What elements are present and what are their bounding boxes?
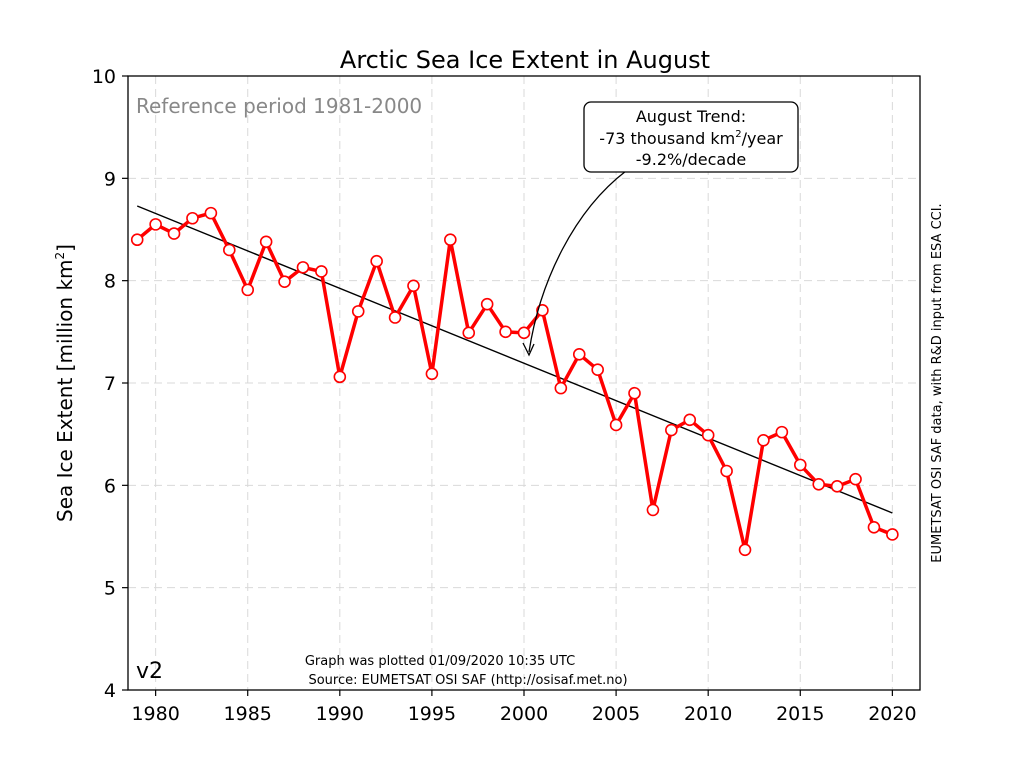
data-point: [793, 458, 807, 472]
plotted-note: Graph was plotted 01/09/2020 10:35 UTC: [305, 654, 575, 669]
data-point: [241, 283, 255, 297]
x-tick-label: 1980: [131, 703, 179, 725]
data-point: [407, 279, 420, 293]
data-point: [223, 243, 236, 257]
y-tick-label: 8: [104, 271, 116, 293]
y-axis-label: Sea Ice Extent [million km2]: [53, 244, 77, 522]
trend-line1: August Trend:: [636, 107, 746, 126]
series-layer: [130, 206, 899, 557]
data-point: [204, 206, 218, 220]
data-point: [351, 305, 365, 318]
gridlines: [128, 76, 920, 690]
data-point: [867, 520, 881, 534]
trend-layer: [136, 205, 893, 514]
data-point: [130, 233, 144, 247]
x-tick-label: 1985: [224, 703, 272, 725]
data-point: [370, 254, 383, 268]
data-point: [425, 367, 439, 381]
data-point: [628, 386, 641, 400]
data-point: [149, 218, 162, 231]
data-point: [720, 464, 733, 478]
data-point: [830, 480, 844, 493]
x-tick-label: 2010: [684, 703, 732, 725]
y-tick-label: 10: [92, 66, 116, 88]
plot-area: 1980 1985 1990 1995 2000 2005 2010 2015 2020 4 5 6…: [92, 66, 921, 725]
data-point: [480, 297, 494, 311]
trend-box: [583, 101, 799, 173]
x-tick-label: 1990: [316, 703, 364, 725]
data-point: [259, 235, 273, 249]
trend-line3: -9.2%/decade: [636, 150, 746, 169]
data-point: [186, 211, 199, 225]
x-tick-label: 2000: [500, 703, 548, 725]
x-tick-label: 1995: [408, 703, 456, 725]
trend-annotation: August Trend: -73 thousand km2/year -9.2…: [522, 101, 799, 357]
data-point: [444, 233, 457, 247]
x-tick-label: 2020: [868, 703, 916, 725]
x-tick-label: 2015: [776, 703, 824, 725]
y-axis-ticks: 4 5 6 7 8 9 10: [92, 66, 128, 702]
data-point: [554, 381, 568, 395]
reference-period-note: Reference period 1981-2000: [136, 94, 422, 118]
y-tick-label: 7: [104, 373, 116, 395]
data-point: [536, 304, 549, 317]
data-point: [315, 265, 328, 278]
data-point: [167, 227, 181, 240]
data-point: [757, 434, 770, 447]
data-point: [388, 311, 402, 324]
trend-line: [136, 205, 893, 514]
data-point: [499, 325, 512, 339]
data-point: [701, 428, 715, 442]
data-point: [886, 528, 899, 541]
data-point: [646, 503, 660, 517]
data-point: [683, 413, 697, 427]
data-point: [333, 370, 347, 384]
y-tick-label: 4: [104, 680, 116, 702]
data-point: [591, 363, 604, 376]
source-note: Source: EUMETSAT OSI SAF (http://osisaf.…: [308, 673, 627, 688]
data-point: [278, 275, 291, 288]
trend-arrow: [528, 170, 627, 353]
version-label: v2: [136, 659, 163, 684]
data-point: [738, 543, 752, 557]
data-point: [849, 472, 862, 486]
trend-line2: -73 thousand km2/year: [599, 129, 783, 148]
data-point: [517, 326, 531, 340]
y-tick-label: 9: [104, 168, 116, 190]
x-axis-ticks: 1980 1985 1990 1995 2000 2005 2010 2015 2020: [131, 690, 917, 725]
chart-title: Arctic Sea Ice Extent in August: [340, 46, 710, 74]
side-note: EUMETSAT OSI SAF data, with R&D input fr…: [930, 203, 945, 562]
data-point: [462, 326, 476, 340]
x-tick-label: 2005: [592, 703, 640, 725]
data-point: [296, 261, 310, 274]
trend-arrow-head: [522, 342, 535, 357]
y-tick-label: 5: [104, 578, 116, 600]
data-point: [775, 425, 789, 439]
data-point: [609, 418, 623, 432]
data-point: [665, 423, 678, 437]
data-point: [812, 478, 825, 491]
y-tick-label: 6: [104, 475, 116, 497]
data-point: [572, 348, 586, 361]
